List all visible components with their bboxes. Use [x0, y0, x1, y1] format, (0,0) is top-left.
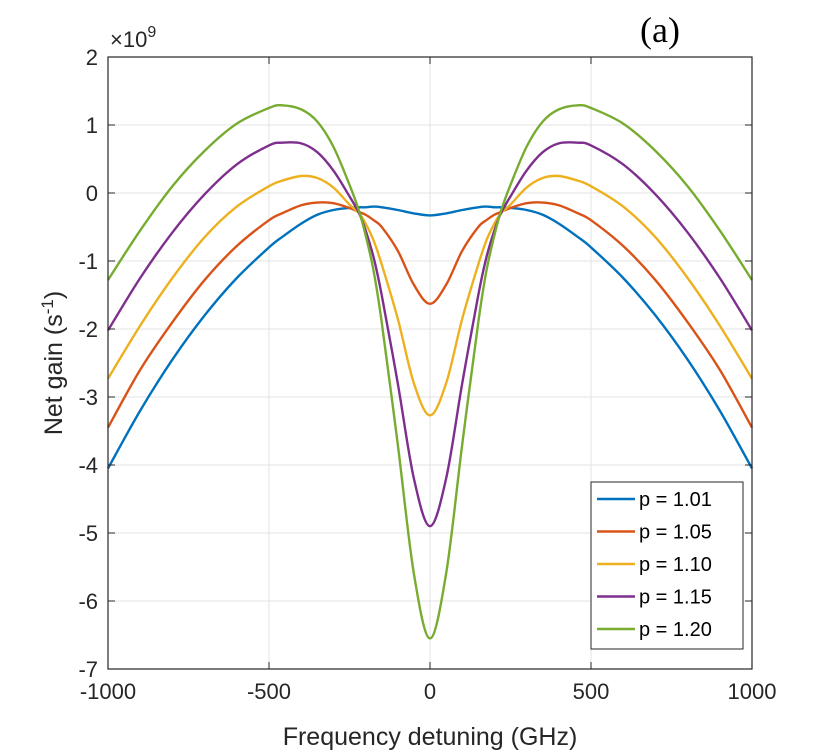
y-tick-label-5: -2: [78, 317, 98, 342]
y-tick-label-0: -7: [78, 657, 98, 682]
y-axis-label: Net gain (s-1): [38, 291, 68, 435]
panel-label: (a): [640, 10, 680, 50]
series-line-1: [106, 205, 754, 469]
legend-label-3: p = 1.10: [639, 554, 712, 576]
y-axis-label-close: ): [40, 291, 68, 299]
y-axis-label-main: Net gain (s: [40, 314, 68, 435]
x-axis-label: Frequency detuning (GHz): [283, 723, 578, 751]
y-tick-label-3: -4: [78, 453, 98, 478]
x-tick-label-1: -500: [247, 679, 291, 704]
y-tick-label-9: 2: [86, 45, 98, 70]
legend-box: [590, 481, 744, 650]
series-line-3: [106, 174, 754, 417]
x-tick-label-3: 500: [573, 679, 610, 704]
legend: p = 1.01 p = 1.05 p = 1.10 p = 1.15 p = 1.20: [590, 481, 744, 650]
series-line-5: [106, 103, 754, 640]
y-tick-label-2: -5: [78, 521, 98, 546]
x-ticks: -1000 -500 0 500 1000: [80, 57, 777, 704]
series-lines: [106, 103, 754, 640]
y-ticks: -7 -6 -5 -4 -3 -2 -1 0 1 2: [78, 45, 752, 682]
x-tick-label-0: -1000: [80, 679, 136, 704]
legend-label-1: p = 1.01: [639, 489, 712, 511]
y-tick-label-1: -6: [78, 589, 98, 614]
y-tick-label-4: -3: [78, 385, 98, 410]
legend-label-5: p = 1.20: [639, 619, 712, 641]
y-tick-label-7: 0: [86, 181, 98, 206]
y-axis-label-sup: -1: [38, 299, 57, 314]
series-line-2: [106, 201, 754, 429]
y-tick-label-6: -1: [78, 249, 98, 274]
legend-label-2: p = 1.05: [639, 522, 712, 544]
y-tick-label-8: 1: [86, 113, 98, 138]
exponent-base: ×10: [110, 27, 147, 52]
exponent-power: 9: [147, 24, 156, 41]
x-tick-label-2: 0: [424, 679, 436, 704]
series-line-4: [106, 141, 754, 528]
legend-label-4: p = 1.15: [639, 587, 712, 609]
exponent-label: ×109: [110, 24, 156, 52]
x-tick-label-4: 1000: [728, 679, 777, 704]
